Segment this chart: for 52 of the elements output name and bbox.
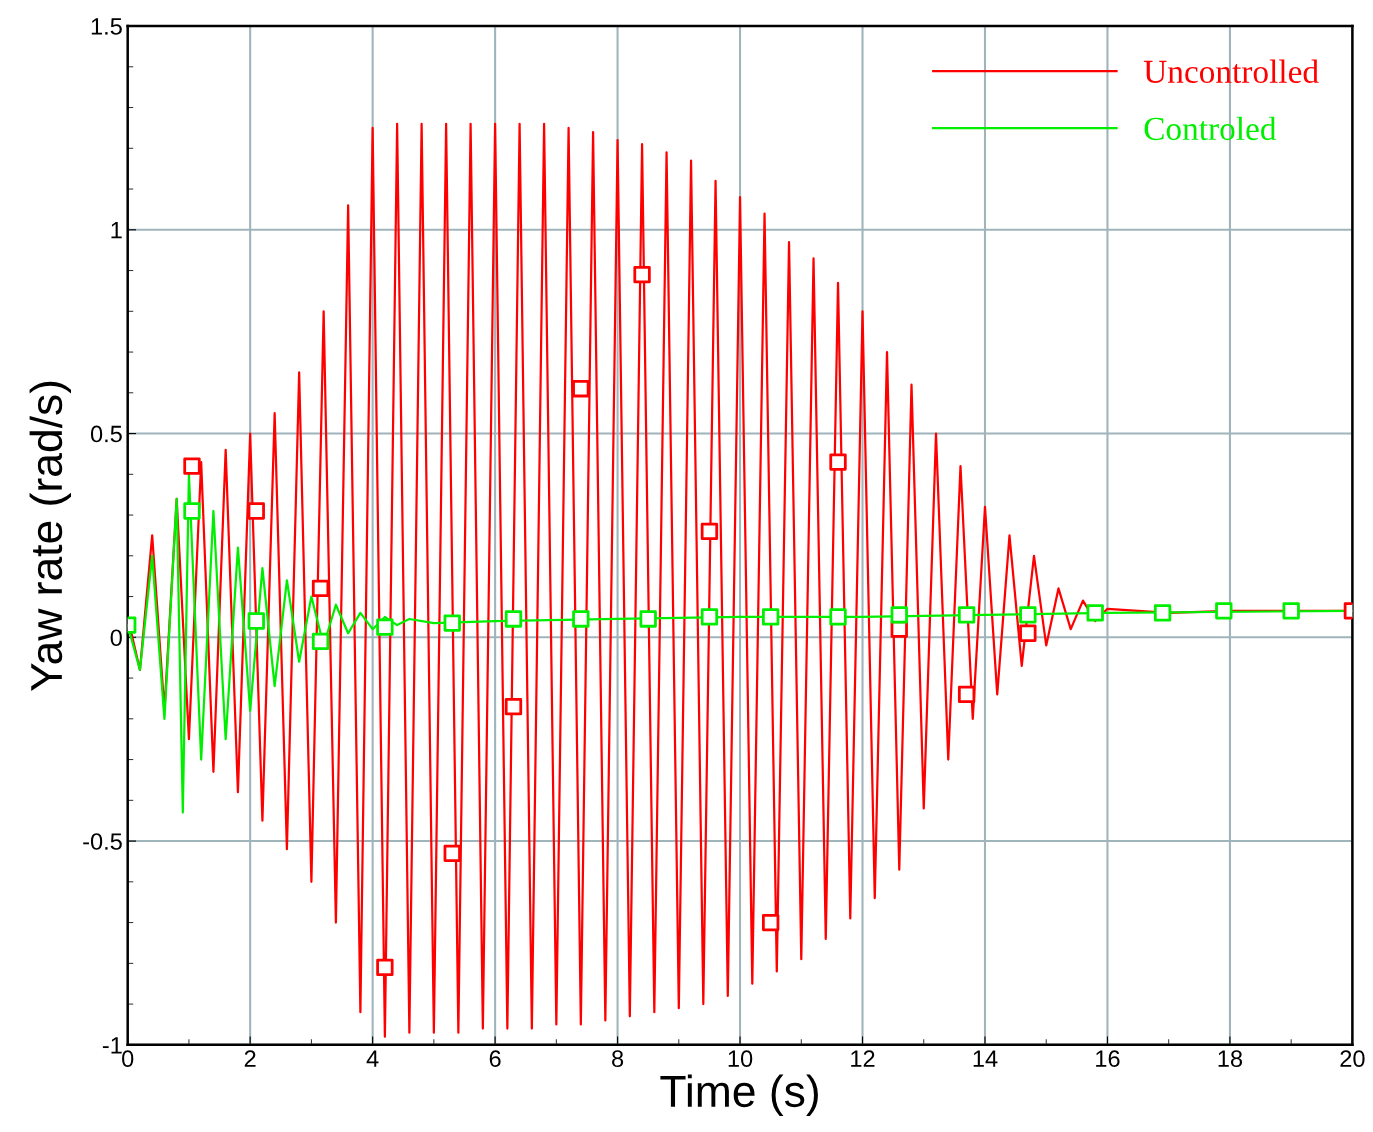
point — [183, 502, 201, 520]
y-tick-label: 0 — [110, 629, 122, 647]
point — [829, 453, 847, 471]
point — [700, 608, 719, 626]
x-tick-label: 2 — [244, 1050, 256, 1067]
point — [890, 606, 908, 624]
x-tick-label: 0 — [122, 1050, 134, 1068]
x-tick-label: 10 — [728, 1050, 753, 1068]
point — [761, 913, 780, 932]
y-tick-label: 0.5 — [90, 425, 122, 443]
y-tick-label: 1.5 — [91, 18, 122, 35]
point — [376, 618, 394, 636]
point — [311, 579, 330, 598]
text: Uncontrolled — [1143, 59, 1319, 84]
point — [376, 958, 394, 977]
x-tick-label: 12 — [851, 1050, 875, 1067]
point — [957, 685, 976, 704]
text: Controled — [1144, 116, 1277, 141]
point — [700, 522, 719, 541]
x-axis-title: Time (s) — [660, 1074, 818, 1116]
y-tick-label: -0.5 — [83, 833, 122, 850]
x-tick-label: 20 — [1340, 1050, 1365, 1068]
point — [1282, 602, 1300, 620]
x-tick-label: 4 — [366, 1050, 379, 1067]
x-tick-label: 16 — [1096, 1050, 1120, 1068]
point — [639, 610, 657, 628]
point — [1019, 624, 1037, 642]
point — [504, 610, 523, 628]
point — [1215, 602, 1233, 620]
y-tick-label: -1 — [102, 1037, 122, 1054]
point — [572, 380, 590, 398]
x-tick-label: 18 — [1218, 1050, 1243, 1068]
point — [247, 502, 265, 520]
point — [443, 844, 461, 862]
point — [1086, 604, 1104, 622]
point — [761, 608, 780, 626]
point — [504, 697, 523, 716]
point — [183, 457, 201, 475]
point — [1153, 604, 1172, 622]
point — [443, 614, 461, 632]
point — [1019, 606, 1037, 624]
point — [311, 632, 330, 651]
y-tick-label: 1 — [111, 222, 122, 239]
point — [633, 265, 651, 284]
y-axis-title: Yaw rate (rad/s) — [29, 381, 72, 691]
point — [957, 606, 976, 624]
x-tick-label: 8 — [612, 1050, 624, 1068]
x-tick-label: 6 — [489, 1050, 501, 1068]
point — [572, 610, 590, 628]
point — [247, 612, 265, 630]
point — [829, 608, 847, 626]
x-tick-label: 14 — [973, 1050, 998, 1067]
